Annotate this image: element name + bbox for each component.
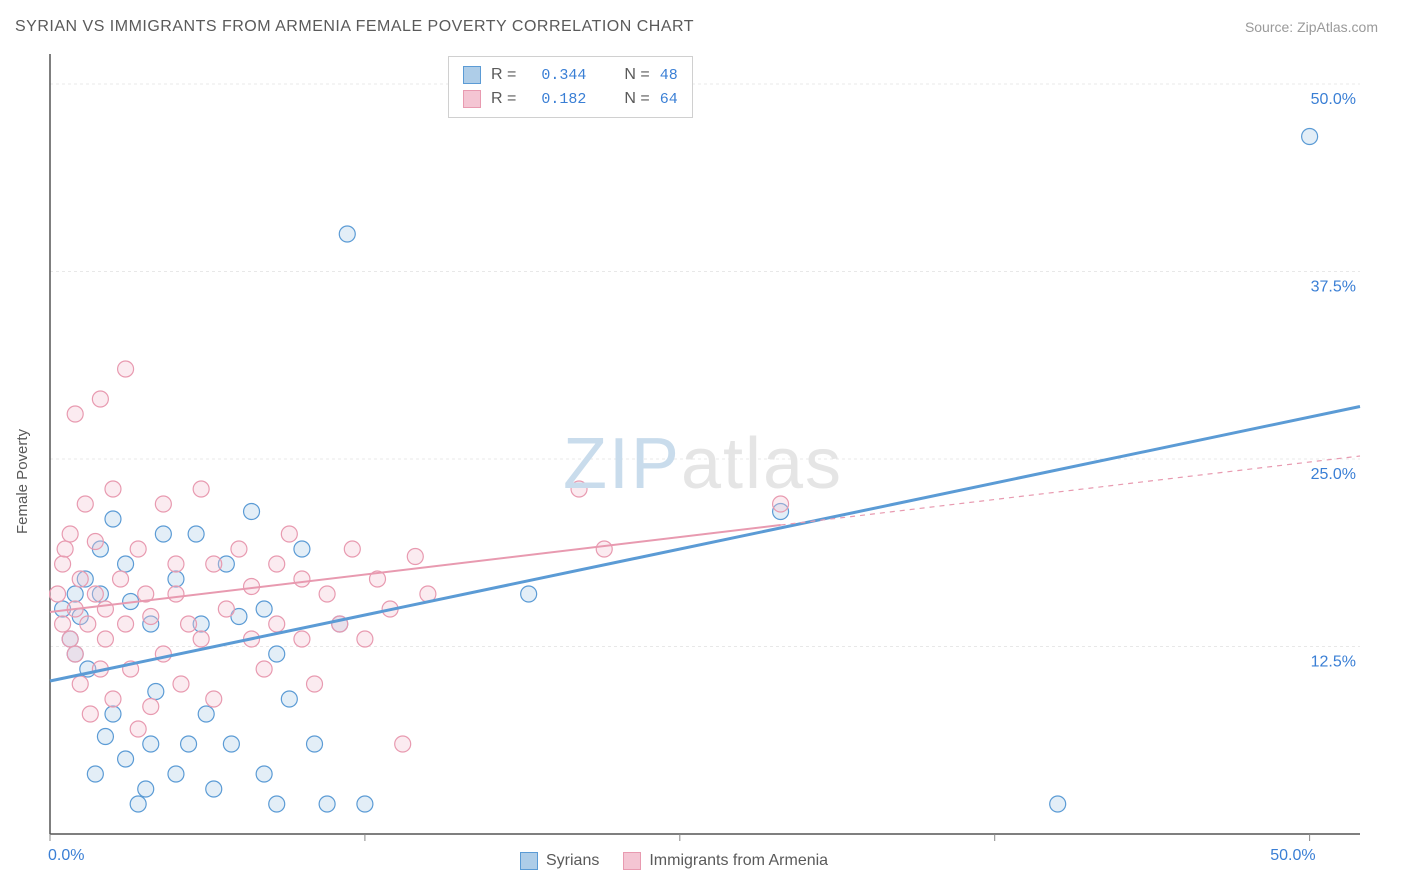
svg-text:50.0%: 50.0% bbox=[1311, 91, 1356, 108]
svg-text:37.5%: 37.5% bbox=[1311, 279, 1356, 296]
plot-container: 0.0%50.0%12.5%25.0%37.5%50.0% ZIPatlas F… bbox=[0, 44, 1406, 884]
legend-row: R = 0.182 N = 64 bbox=[463, 87, 678, 111]
legend-r-value: 0.344 bbox=[526, 67, 586, 84]
svg-text:0.0%: 0.0% bbox=[48, 847, 84, 864]
legend-swatch-icon bbox=[463, 66, 481, 84]
scatter-plot: 0.0% 50.0% 12.5% 25.0% 37.5% 50.0% bbox=[0, 44, 1406, 884]
legend-swatch-icon bbox=[520, 852, 538, 870]
y-axis-label: Female Poverty bbox=[14, 429, 31, 534]
chart-header: SYRIAN VS IMMIGRANTS FROM ARMENIA FEMALE… bbox=[0, 0, 1406, 44]
legend-n-value: 48 bbox=[660, 67, 678, 84]
series-name: Immigrants from Armenia bbox=[649, 852, 828, 870]
legend-r-value: 0.182 bbox=[526, 91, 586, 108]
svg-text:25.0%: 25.0% bbox=[1311, 466, 1356, 483]
legend-n-value: 64 bbox=[660, 91, 678, 108]
series-legend-item: Syrians bbox=[520, 852, 599, 870]
source-label: Source: ZipAtlas.com bbox=[1245, 19, 1378, 35]
correlation-legend: R = 0.344 N = 48 R = 0.182 N = 64 bbox=[448, 56, 693, 118]
series-legend-item: Immigrants from Armenia bbox=[623, 852, 828, 870]
chart-title: SYRIAN VS IMMIGRANTS FROM ARMENIA FEMALE… bbox=[15, 18, 694, 36]
legend-r-label: R = bbox=[491, 66, 516, 84]
svg-text:50.0%: 50.0% bbox=[1270, 847, 1315, 864]
series-name: Syrians bbox=[546, 852, 599, 870]
series-legend: Syrians Immigrants from Armenia bbox=[520, 852, 828, 870]
legend-r-label: R = bbox=[491, 90, 516, 108]
svg-text:12.5%: 12.5% bbox=[1311, 654, 1356, 671]
legend-n-label: N = bbox=[624, 66, 649, 84]
legend-swatch-icon bbox=[623, 852, 641, 870]
legend-swatch-icon bbox=[463, 90, 481, 108]
legend-n-label: N = bbox=[624, 90, 649, 108]
legend-row: R = 0.344 N = 48 bbox=[463, 63, 678, 87]
